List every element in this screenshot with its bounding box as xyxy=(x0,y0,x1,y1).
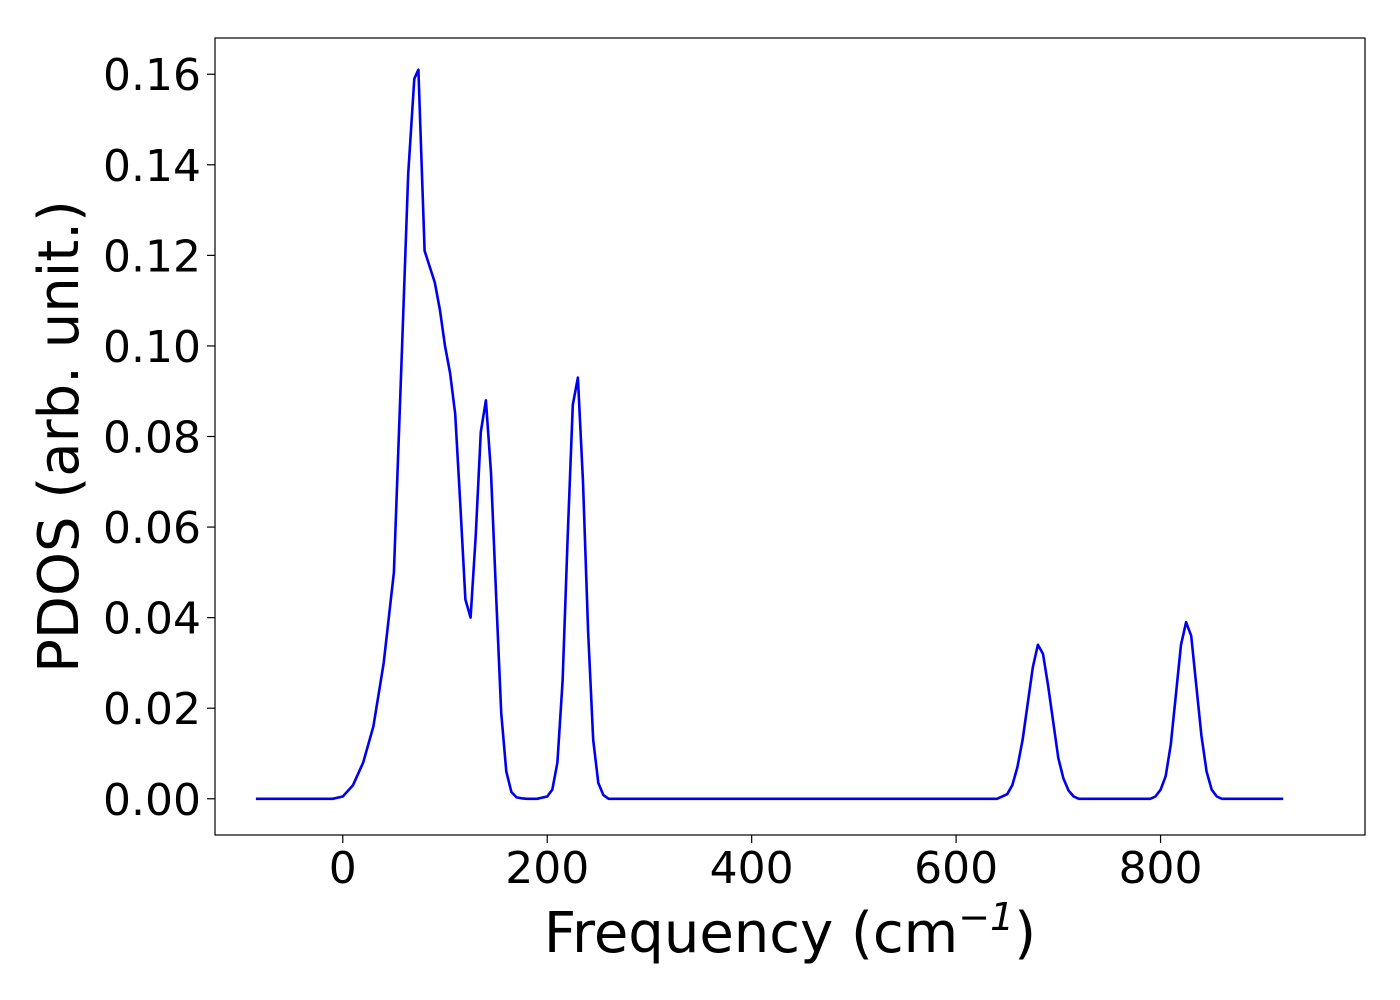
y-tick-label: 0.10 xyxy=(103,322,201,373)
y-axis-title: PDOS (arb. unit.) xyxy=(27,200,92,673)
y-tick-label: 0.02 xyxy=(103,684,201,735)
x-tick-label: 400 xyxy=(710,843,794,894)
plot-area xyxy=(255,68,1284,801)
y-tick-label: 0.08 xyxy=(103,413,201,464)
plot-frame xyxy=(214,37,1366,836)
x-axis-title: Frequency (cm−1) xyxy=(544,895,1036,966)
x-tick-label: 800 xyxy=(1119,843,1203,894)
y-tick-label: 0.16 xyxy=(103,50,201,101)
x-tick-label: 600 xyxy=(914,843,998,894)
x-axis: 0 200 400 600 800 xyxy=(329,835,1203,894)
y-tick-label: 0.00 xyxy=(103,775,201,826)
x-axis-title-main: Frequency (cm xyxy=(544,901,958,966)
x-axis-title-close: ) xyxy=(1014,901,1036,966)
x-axis-title-superscript: −1 xyxy=(958,895,1014,939)
x-tick-label: 0 xyxy=(329,843,357,894)
y-axis: 0.00 0.02 0.04 0.06 0.08 0.10 0.12 0.14 0.16 xyxy=(103,50,215,826)
y-tick-label: 0.06 xyxy=(103,503,201,554)
series-line-0 xyxy=(255,68,1284,801)
y-tick-label: 0.12 xyxy=(103,231,201,282)
y-tick-label: 0.14 xyxy=(103,141,201,192)
y-tick-label: 0.04 xyxy=(103,594,201,645)
x-tick-label: 200 xyxy=(505,843,589,894)
